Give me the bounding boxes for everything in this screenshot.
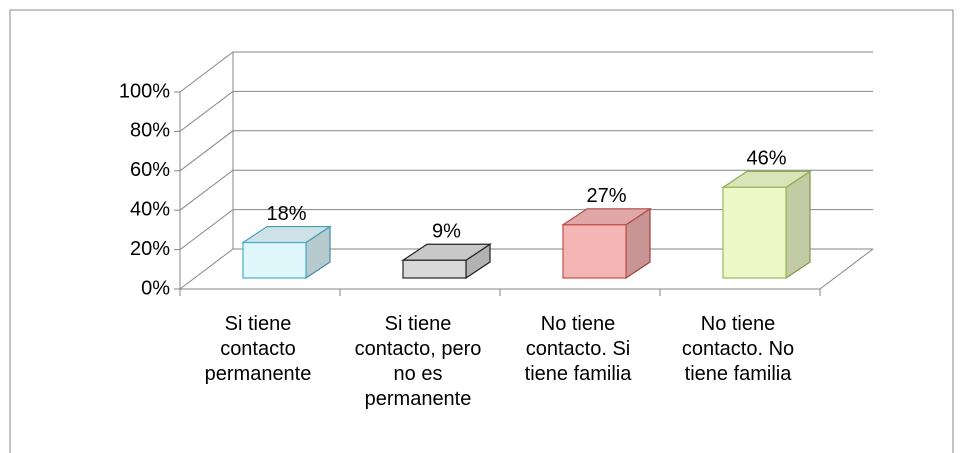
y-tick-label: 80% bbox=[130, 120, 170, 142]
bar-front bbox=[562, 224, 627, 279]
y-tick-label: 100% bbox=[119, 80, 170, 102]
grid-line bbox=[179, 169, 873, 211]
y-tick-label: 60% bbox=[130, 159, 170, 181]
data-label: 9% bbox=[432, 221, 461, 243]
x-tick-label: Si tiene contacto, pero no es permanente bbox=[354, 313, 482, 410]
bar-front bbox=[242, 241, 307, 279]
data-label: 27% bbox=[586, 185, 626, 207]
x-tick-label: No tiene contacto. No tiene familia bbox=[681, 313, 795, 385]
bar bbox=[401, 243, 492, 280]
bar bbox=[241, 225, 332, 280]
bar-front bbox=[402, 259, 467, 279]
y-tick-label: 40% bbox=[130, 198, 170, 220]
chart-frame bbox=[9, 9, 954, 453]
x-tick-label: Si tiene contacto permanente bbox=[204, 313, 312, 385]
grid-line bbox=[179, 51, 873, 93]
data-label: 46% bbox=[746, 148, 786, 170]
floor-edge bbox=[819, 248, 874, 290]
y-tick-label: 0% bbox=[141, 277, 170, 299]
x-tick-label: No tiene contacto. Si tiene familia bbox=[524, 313, 632, 385]
grid-line bbox=[179, 90, 873, 132]
bar-front bbox=[722, 186, 787, 279]
data-label: 18% bbox=[266, 203, 306, 225]
grid-line bbox=[179, 209, 873, 250]
bar bbox=[561, 207, 652, 280]
y-tick-label: 20% bbox=[130, 238, 170, 260]
bar bbox=[721, 170, 812, 280]
bar-side bbox=[785, 170, 811, 280]
grid-line bbox=[179, 248, 873, 290]
grid-line bbox=[179, 130, 873, 172]
